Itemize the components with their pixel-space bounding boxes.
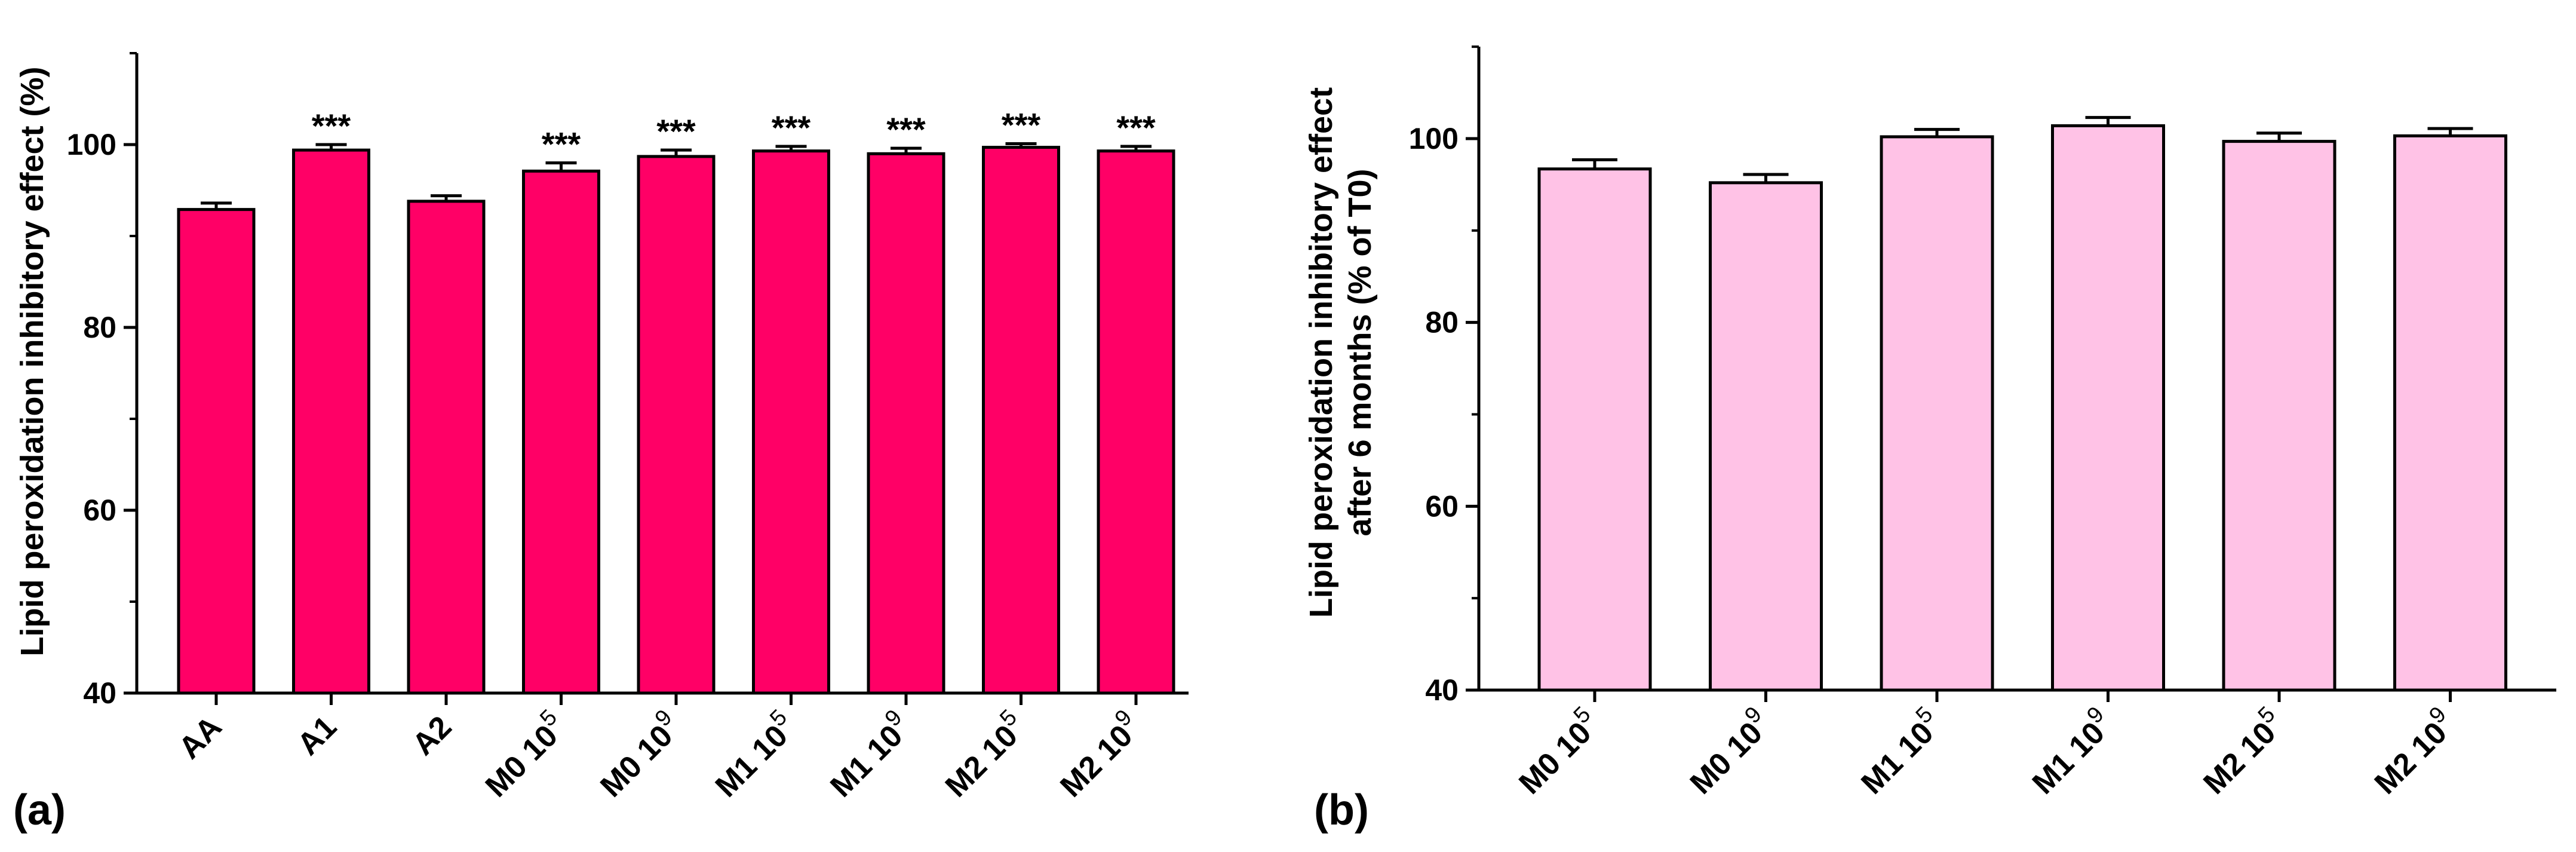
error-bar [1572,158,1617,169]
error-bar [1120,145,1152,151]
significance-label: *** [772,109,811,146]
significance-label: *** [656,112,696,150]
panel-label: (b) [1314,786,1369,834]
error-bar [2085,116,2131,126]
error-bar [1914,128,1960,137]
y-tick-label: 100 [67,128,116,161]
y-tick-label: 80 [1425,306,1459,339]
x-category-label: AA [172,709,228,765]
x-category-label: M0 105 [1508,702,1607,801]
y-axis-label-line1: Lipid peroxidation inhibitory effect [1303,87,1339,618]
y-tick-label: 100 [1409,122,1459,155]
y-tick-label: 80 [83,311,116,344]
bar [2051,124,2165,692]
x-category-label: M2 109 [2363,702,2463,801]
bar [2222,140,2336,692]
x-category-label: M0 109 [589,705,689,804]
significance-label: *** [542,125,581,163]
error-bar [891,146,922,154]
y-tick-label: 40 [1425,673,1459,707]
x-category-label: M0 109 [1679,702,1778,801]
error-bar [545,161,577,171]
x-category-label: M2 105 [2193,702,2292,801]
x-category-label: M1 105 [704,705,803,804]
error-bar [431,194,462,201]
y-axis-label-line2: after 6 months (% of T0) [1342,168,1378,536]
significance-label: *** [1002,106,1041,143]
bar [752,149,830,695]
bar [1880,135,1994,692]
bar [407,200,486,695]
panel-label: (a) [13,786,66,834]
error-bar [775,145,807,151]
bar [867,152,945,695]
error-bar [1005,142,1037,148]
x-category-label: M1 105 [1850,702,1949,801]
panel-b-chart: 40 60 80 100 Lipid peroxidation inhibitory e… [1303,45,2556,834]
error-bar [661,148,692,157]
x-category-label: M1 109 [819,705,919,804]
x-category-label: M0 105 [474,705,573,804]
error-bar [2256,131,2302,142]
bar [177,208,256,695]
bar [292,148,370,695]
bar [982,146,1060,695]
bar [637,155,716,695]
x-category-label: A1 [291,709,343,762]
y-tick-label: 60 [83,494,116,527]
x-category-label: M1 109 [2021,702,2120,801]
bar [522,169,600,695]
y-tick-label: 60 [1425,489,1459,523]
bar [1709,181,1823,692]
significance-label: *** [312,107,351,145]
x-category-label: A2 [406,709,458,762]
error-bar [2427,127,2473,136]
error-bar [201,201,232,210]
x-category-label: M2 109 [1049,705,1149,804]
panel-a-chart: 40 60 80 100 Lipid peroxidation inhibitory e… [13,52,1189,834]
significance-label: *** [1116,109,1156,146]
bar [1097,149,1175,695]
error-bar [315,143,347,151]
bar [2393,134,2507,692]
y-axis-label: Lipid peroxidation inhibitory effect (%) [14,66,50,656]
significance-label: *** [886,111,926,148]
x-category-label: M2 105 [934,705,1033,804]
y-tick-label: 40 [83,676,116,710]
bar [1537,167,1652,692]
error-bar [1743,173,1789,183]
